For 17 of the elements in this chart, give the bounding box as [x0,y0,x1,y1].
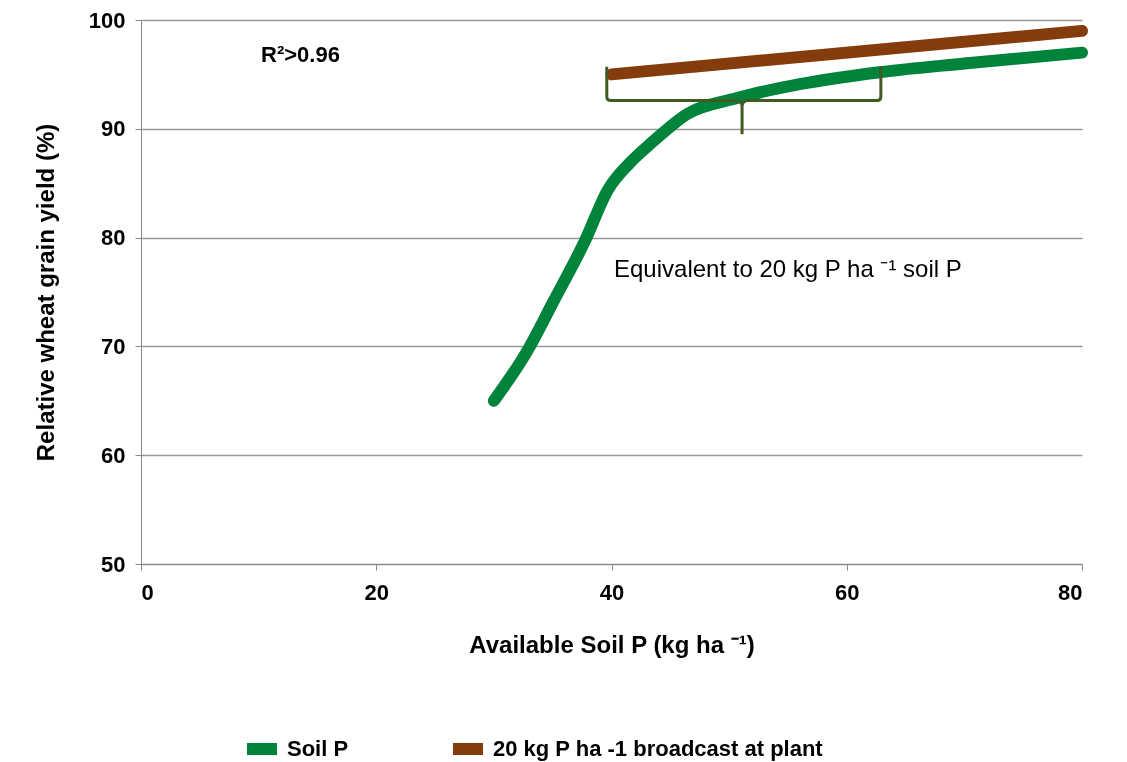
x-tick-label: 20 [364,579,389,605]
x-axis-title: Available Soil P (kg ha ⁻¹) [469,630,755,658]
x-tick-label: 0 [141,579,154,605]
annotation: Equivalent to 20 kg P ha ⁻¹ soil P [614,255,962,282]
y-tick-label: 100 [88,7,126,33]
legend-label: Soil P [287,736,349,761]
y-tick-label: 80 [101,225,126,251]
x-tick-label: 80 [1058,579,1083,605]
y-axis-title: Relative wheat grain yield (%) [31,123,59,462]
y-tick-label: 70 [101,333,126,359]
legend-label: 20 kg P ha -1 broadcast at plant [493,736,824,761]
y-tick-label: 50 [101,551,126,577]
y-tick-label: 60 [101,442,126,468]
y-tick-label: 90 [101,116,126,142]
annotation: R²>0.96 [261,42,340,67]
x-tick-label: 40 [599,579,625,605]
x-tick-label: 60 [835,579,860,605]
